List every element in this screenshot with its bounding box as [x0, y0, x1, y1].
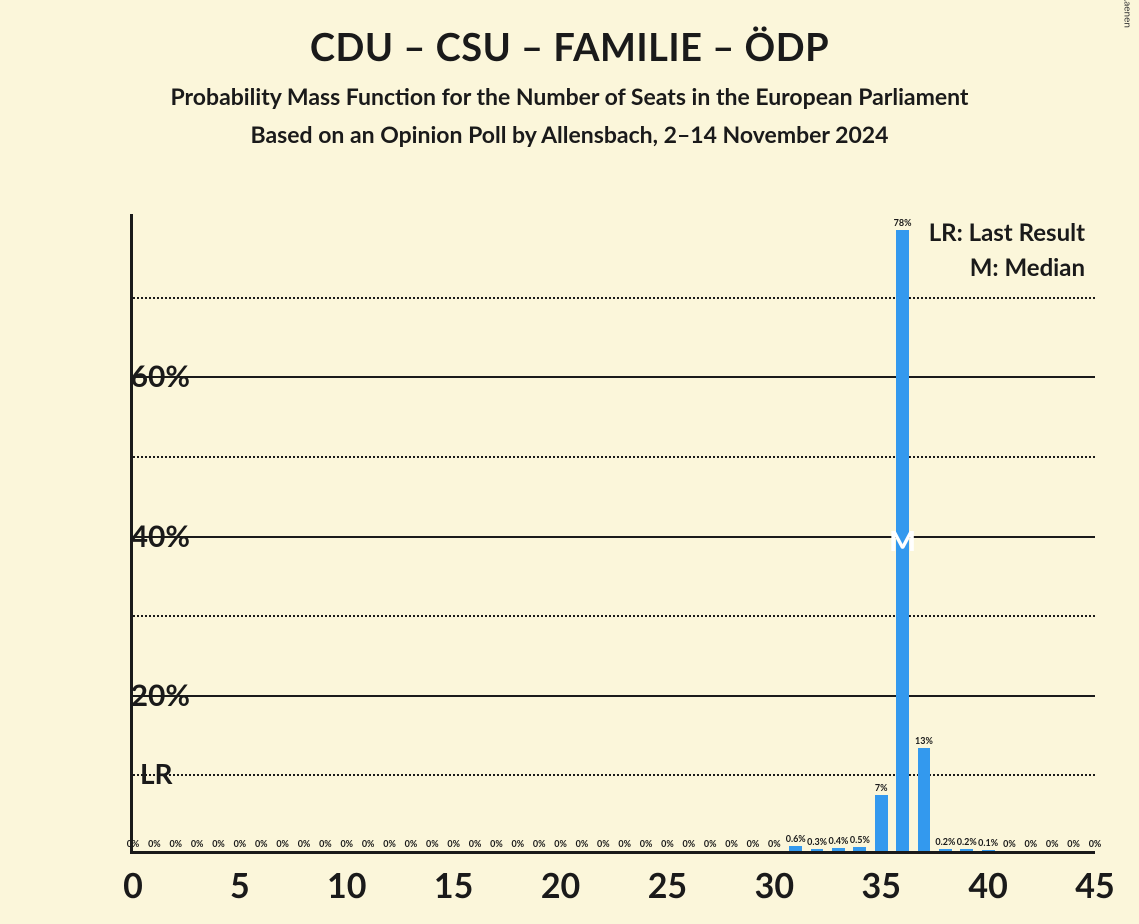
bar-value-label: 0%: [447, 838, 460, 849]
chart-subtitle: Probability Mass Function for the Number…: [0, 82, 1139, 110]
x-tick-label: 0: [123, 865, 143, 906]
bar: [811, 849, 824, 851]
bar-value-label: 0.2%: [935, 836, 955, 847]
bar: [789, 846, 802, 851]
bar-value-label: 0%: [768, 838, 781, 849]
x-tick-label: 15: [434, 865, 473, 906]
legend-lr: LR: Last Result: [929, 218, 1085, 247]
grid-minor: [133, 615, 1095, 617]
bar-value-label: 0%: [1003, 838, 1016, 849]
chart-title: CDU – CSU – FAMILIE – ÖDP: [0, 24, 1139, 70]
y-tick-label: 20%: [70, 677, 190, 713]
bar-value-label: 0%: [234, 838, 247, 849]
bar-value-label: 0%: [704, 838, 717, 849]
bar-value-label: 0%: [191, 838, 204, 849]
grid-major: [133, 376, 1095, 378]
x-tick-label: 5: [230, 865, 250, 906]
bar-value-label: 0%: [1089, 838, 1102, 849]
lr-axis-label: LR: [140, 756, 173, 790]
bar: [918, 748, 931, 852]
bar-value-label: 0%: [1067, 838, 1080, 849]
bar-value-label: 78%: [894, 217, 912, 228]
bar-value-label: 0%: [383, 838, 396, 849]
bar: [960, 849, 973, 851]
bar-value-label: 0%: [554, 838, 567, 849]
x-tick-label: 30: [755, 865, 794, 906]
bar: [896, 230, 909, 851]
bar-value-label: 0.1%: [978, 837, 998, 848]
bar-value-label: 0%: [340, 838, 353, 849]
x-tick-label: 10: [327, 865, 366, 906]
grid-minor: [133, 456, 1095, 458]
y-tick-label: 60%: [70, 358, 190, 394]
bar-value-label: 0%: [469, 838, 482, 849]
y-tick-label: 40%: [70, 518, 190, 554]
grid-minor: [133, 774, 1095, 776]
bar-value-label: 0.3%: [807, 836, 827, 847]
bar-value-label: 13%: [915, 735, 933, 746]
bar-value-label: 0%: [212, 838, 225, 849]
bar-value-label: 0%: [747, 838, 760, 849]
grid-major: [133, 536, 1095, 538]
bar-value-label: 0%: [362, 838, 375, 849]
bar-value-label: 0%: [576, 838, 589, 849]
bar: [982, 850, 995, 851]
bar: [939, 849, 952, 851]
bar-value-label: 7%: [875, 782, 888, 793]
grid-major: [133, 695, 1095, 697]
bar-value-label: 0%: [725, 838, 738, 849]
bar-value-label: 0.4%: [828, 835, 848, 846]
bar-value-label: 0%: [618, 838, 631, 849]
bar-value-label: 0%: [597, 838, 610, 849]
chart-area: LR: Last Result M: Median 20% 40% 60% 0 5 10 1…: [55, 214, 1115, 924]
bar-value-label: 0%: [490, 838, 503, 849]
x-tick-label: 20: [541, 865, 580, 906]
x-tick-label: 35: [861, 865, 900, 906]
bar-value-label: 0%: [1046, 838, 1059, 849]
copyright-text: © 2024 Filip van Laenen: [1121, 0, 1133, 28]
bar-value-label: 0%: [511, 838, 524, 849]
bar-value-label: 0.6%: [786, 833, 806, 844]
legend-m: M: Median: [929, 253, 1085, 282]
x-tick-label: 40: [968, 865, 1007, 906]
bar-value-label: 0%: [640, 838, 653, 849]
bar: [853, 847, 866, 851]
chart-subsubtitle: Based on an Opinion Poll by Allensbach, …: [0, 120, 1139, 148]
plot-area: LR: Last Result M: Median 20%40%60%05101…: [130, 214, 1095, 854]
bar-value-label: 0%: [169, 838, 182, 849]
bar: [875, 795, 888, 851]
legend: LR: Last Result M: Median: [929, 218, 1085, 288]
x-tick-label: 25: [648, 865, 687, 906]
x-tick-label: 45: [1075, 865, 1114, 906]
bar: [832, 848, 845, 851]
bar-value-label: 0%: [127, 838, 140, 849]
bar-value-label: 0%: [683, 838, 696, 849]
bar-value-label: 0%: [661, 838, 674, 849]
bar-value-label: 0%: [1025, 838, 1038, 849]
bar-value-label: 0%: [319, 838, 332, 849]
bar-value-label: 0%: [255, 838, 268, 849]
bar-value-label: 0%: [298, 838, 311, 849]
bar-value-label: 0%: [148, 838, 161, 849]
bar-value-label: 0.2%: [957, 836, 977, 847]
bar-value-label: 0.5%: [850, 834, 870, 845]
bar-value-label: 0%: [533, 838, 546, 849]
bar-value-label: 0%: [276, 838, 289, 849]
bar-value-label: 0%: [426, 838, 439, 849]
x-axis-line: [130, 851, 1095, 854]
bar-value-label: 0%: [405, 838, 418, 849]
grid-minor: [133, 297, 1095, 299]
